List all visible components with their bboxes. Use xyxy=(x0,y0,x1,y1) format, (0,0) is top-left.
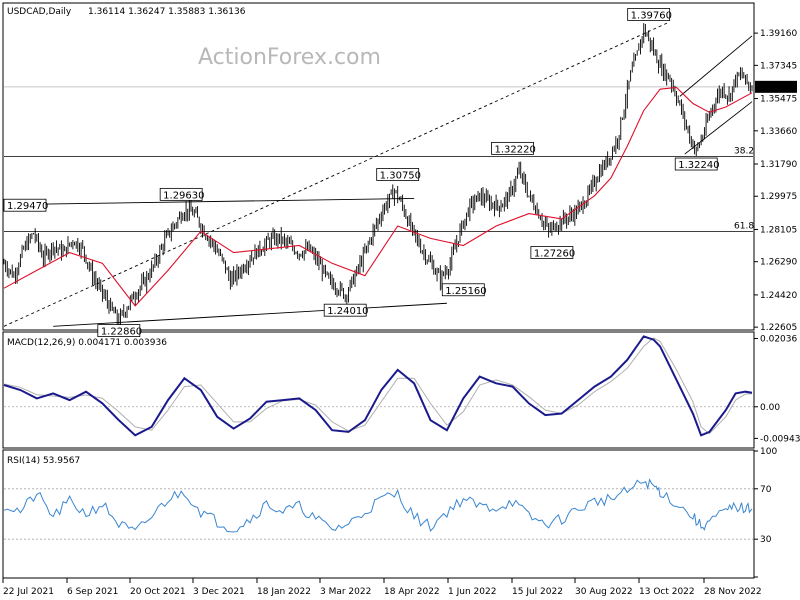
fib-label-0: 38.2 xyxy=(734,146,754,156)
annotation-label-5: 1.25160 xyxy=(445,286,486,297)
rsi-title: RSI(14) 53.9567 xyxy=(7,456,80,466)
price-tick-5: 1.29975 xyxy=(760,192,797,202)
annotation-label-6: 1.32220 xyxy=(495,144,536,155)
annotation-label-0: 1.22860 xyxy=(101,327,142,338)
annotation-box-6 xyxy=(491,141,534,155)
annotation-box-3 xyxy=(323,303,367,317)
x-tick-5: 3 Mar 2022 xyxy=(320,587,371,597)
macd-tick-1: 0.00 xyxy=(760,403,780,413)
rsi-tick-0: 100 xyxy=(760,447,777,457)
price-tick-3: 1.33660 xyxy=(760,127,797,137)
rsi-tick-2: 30 xyxy=(760,535,772,545)
price-tick-2: 1.35475 xyxy=(760,95,797,105)
x-tick-6: 18 Apr 2022 xyxy=(384,587,440,597)
annotation-label-1: 1.29470 xyxy=(7,201,48,212)
price-layer: 38.2 61.8 1.22860 1.29470 1.29630 1.24010 1.30… xyxy=(3,8,754,338)
annotation-box-8 xyxy=(627,8,671,21)
annotation-box-0 xyxy=(97,324,141,338)
fib-label-1: 61.8 xyxy=(734,222,754,232)
sma-line xyxy=(3,86,753,307)
macd-tick-2: -0.009438 xyxy=(760,434,800,444)
annotation-label-2: 1.29630 xyxy=(163,190,204,201)
macd-signal-line xyxy=(3,337,753,435)
annotation-label-9: 1.32240 xyxy=(678,160,719,171)
trendline-3 xyxy=(684,101,753,155)
x-tick-9: 30 Aug 2022 xyxy=(575,587,633,597)
candles xyxy=(3,23,753,327)
rsi-layer xyxy=(3,478,753,540)
rsi-line xyxy=(3,478,753,533)
annotation-box-7 xyxy=(530,246,574,259)
x-tick-0: 22 Jul 2021 xyxy=(3,587,54,597)
annotation-box-2 xyxy=(159,187,203,201)
macd-layer xyxy=(3,335,753,437)
annotation-box-9 xyxy=(674,157,718,171)
x-tick-3: 3 Dec 2021 xyxy=(193,587,245,597)
trendline-0 xyxy=(3,22,669,327)
annotation-label-7: 1.27260 xyxy=(534,248,575,259)
x-tick-7: 1 Jun 2022 xyxy=(448,587,496,597)
macd-line xyxy=(3,335,753,437)
annotation-label-4: 1.30750 xyxy=(380,170,421,181)
x-tick-10: 13 Oct 2022 xyxy=(639,587,695,597)
axis-layer: 1.39160 1.37345 1.35475 1.33660 1.31790 1.299… xyxy=(2,29,800,597)
rsi-panel-frame xyxy=(2,449,755,579)
macd-panel-frame xyxy=(2,331,755,449)
ohlc-readout: 1.36114 1.36247 1.35883 1.36136 xyxy=(88,7,246,17)
price-tick-9: 1.22605 xyxy=(760,323,797,333)
annotation-box-4 xyxy=(376,168,420,181)
x-tick-8: 15 Jul 2022 xyxy=(512,587,563,597)
price-tick-0: 1.39160 xyxy=(760,29,797,39)
rsi-tick-1: 70 xyxy=(760,485,772,495)
macd-tick-0: 0.02036 xyxy=(760,334,797,344)
trendline-4 xyxy=(679,35,753,97)
x-tick-4: 18 Jan 2022 xyxy=(257,587,311,597)
macd-title: MACD(12,26,9) 0.004171 0.003936 xyxy=(7,338,167,348)
price-tick-6: 1.28105 xyxy=(760,225,797,235)
current-price-marker xyxy=(755,80,797,93)
price-tick-8: 1.24420 xyxy=(760,291,797,301)
price-panel-frame xyxy=(2,2,755,331)
annotation-box-1 xyxy=(3,198,47,212)
symbol-title: USDCAD,Daily xyxy=(7,7,72,17)
trendline-1 xyxy=(3,198,415,206)
x-tick-1: 6 Sep 2021 xyxy=(67,587,118,597)
watermark: ActionForex.com xyxy=(198,45,381,70)
annotation-label-3: 1.24010 xyxy=(327,306,368,317)
current-price-label: 1.36136 xyxy=(758,83,795,93)
price-tick-4: 1.31790 xyxy=(760,160,797,170)
x-tick-2: 20 Oct 2021 xyxy=(130,587,186,597)
price-tick-7: 1.26290 xyxy=(760,258,797,268)
x-tick-11: 28 Nov 2022 xyxy=(704,587,762,597)
annotation-label-8: 1.39760 xyxy=(631,10,672,21)
annotation-box-5 xyxy=(441,283,485,297)
price-tick-1: 1.37345 xyxy=(760,61,797,71)
